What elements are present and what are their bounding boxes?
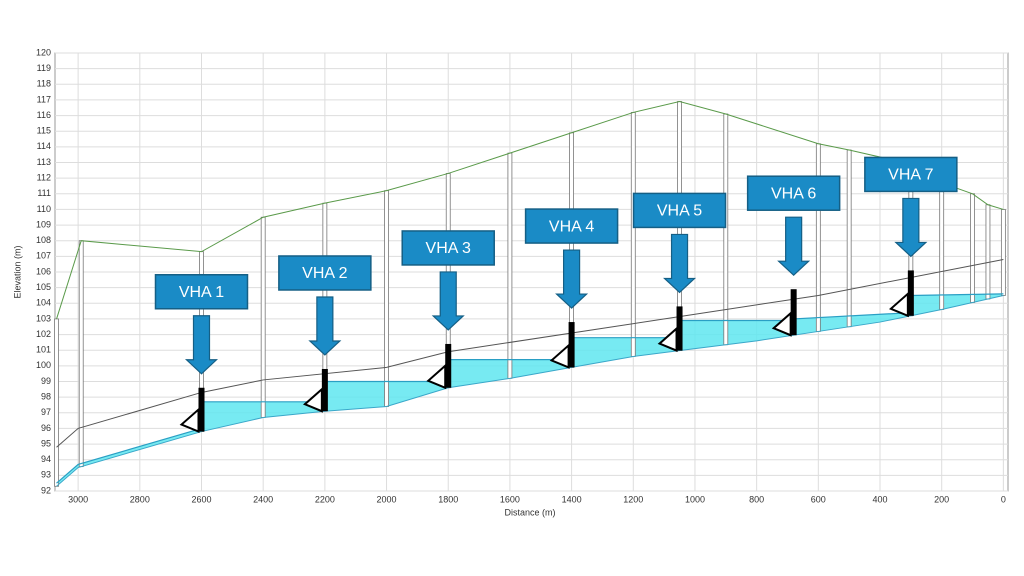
callout-box	[864, 156, 958, 193]
x-tick-label: 1000	[685, 494, 705, 504]
y-tick-label: 103	[36, 313, 51, 323]
callout-arrow	[431, 271, 465, 331]
weir-apron	[426, 363, 447, 390]
callout-box	[401, 230, 495, 266]
y-tick-label: 118	[37, 79, 51, 89]
x-tick-label: 1200	[623, 494, 643, 504]
y-tick-label: 111	[37, 188, 51, 198]
callout-box	[632, 192, 727, 229]
cross-section	[78, 240, 84, 468]
y-tick-label: 120	[36, 47, 51, 57]
callout-label: VHA 2	[302, 265, 347, 282]
callout-box	[524, 208, 619, 244]
callout-arrow	[555, 249, 589, 309]
weir	[321, 368, 328, 412]
y-tick-label: 100	[36, 360, 51, 370]
profile-line	[56, 294, 1004, 487]
weir	[676, 306, 683, 351]
cross-section	[815, 143, 821, 332]
callout-arrow	[894, 197, 928, 258]
cross-section	[384, 190, 389, 407]
y-tick-label: 107	[36, 251, 51, 261]
y-tick-label: 99	[41, 376, 51, 386]
x-tick-label: 2800	[130, 494, 150, 504]
cross-section	[985, 204, 991, 300]
y-tick-label: 104	[36, 298, 51, 308]
y-tick-label: 96	[41, 423, 51, 433]
x-tick-label: 2600	[191, 494, 211, 504]
weir-apron	[657, 326, 678, 353]
callout-arrow	[308, 296, 342, 356]
callout-arrow	[777, 216, 811, 277]
cross-section	[846, 149, 852, 328]
weir-apron	[888, 291, 909, 318]
x-tick-label: 1600	[500, 494, 520, 504]
callout-box	[154, 274, 249, 310]
cross-section	[54, 318, 59, 487]
callout-label: VHA 4	[549, 218, 594, 235]
y-tick-label: 117	[37, 94, 51, 104]
y-tick-label: 93	[41, 470, 51, 480]
weir-apron	[302, 387, 323, 413]
weir	[445, 343, 452, 388]
callout-label: VHA 3	[426, 240, 471, 257]
y-tick-label: 114	[37, 141, 51, 151]
y-tick-label: 110	[37, 204, 51, 214]
cross-section	[939, 182, 945, 310]
y-tick-label: 108	[36, 235, 51, 245]
weir-apron	[549, 343, 570, 369]
y-tick-label: 112	[37, 173, 51, 183]
callout-label: VHA 1	[179, 284, 224, 301]
callout-box	[746, 175, 841, 211]
x-tick-label: 2200	[315, 494, 335, 504]
profile-line	[56, 258, 1004, 448]
callout-box	[278, 255, 372, 291]
cross-section	[260, 216, 266, 418]
y-tick-label: 119	[37, 63, 51, 73]
weir	[198, 387, 205, 432]
y-tick-label: 101	[36, 345, 51, 355]
y-tick-label: 105	[36, 282, 51, 292]
y-tick-label: 97	[41, 407, 51, 417]
y-tick-label: 109	[36, 219, 51, 229]
weir	[568, 322, 575, 368]
x-tick-label: 2400	[253, 494, 273, 504]
cross-section	[507, 152, 513, 379]
callout-label: VHA 5	[657, 203, 702, 220]
x-tick-label: 200	[934, 494, 949, 504]
callout-label: VHA 7	[888, 167, 933, 184]
callout-label: VHA 6	[771, 185, 816, 202]
y-tick-label: 106	[36, 266, 51, 276]
x-axis-title: Distance (m)	[504, 507, 555, 517]
x-tick-label: 600	[811, 494, 826, 504]
x-tick-label: 3000	[68, 494, 88, 504]
y-tick-label: 95	[41, 438, 51, 448]
y-tick-label: 115	[37, 126, 51, 136]
weir	[790, 289, 797, 336]
cross-section	[630, 112, 636, 357]
callout-arrow	[663, 233, 697, 294]
x-tick-label: 400	[872, 494, 887, 504]
weir	[907, 270, 914, 316]
x-tick-label: 800	[749, 494, 764, 504]
y-tick-label: 92	[41, 485, 51, 495]
y-tick-label: 113	[37, 157, 51, 167]
y-tick-label: 94	[41, 454, 51, 464]
cross-section	[1000, 209, 1006, 296]
callout-arrow	[184, 315, 219, 375]
weir-apron	[771, 310, 792, 337]
x-tick-label: 1400	[562, 494, 582, 504]
x-tick-label: 1800	[438, 494, 458, 504]
cross-section	[970, 193, 975, 303]
x-tick-label: 2000	[377, 494, 397, 504]
y-tick-label: 98	[41, 392, 51, 402]
x-tick-label: 0	[1001, 494, 1006, 504]
y-axis-title: Elevation (m)	[12, 245, 22, 298]
y-tick-label: 102	[36, 329, 51, 339]
y-tick-label: 116	[37, 110, 51, 120]
weir-apron	[179, 407, 200, 434]
